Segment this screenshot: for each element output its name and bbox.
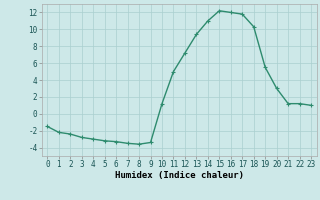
X-axis label: Humidex (Indice chaleur): Humidex (Indice chaleur) bbox=[115, 171, 244, 180]
